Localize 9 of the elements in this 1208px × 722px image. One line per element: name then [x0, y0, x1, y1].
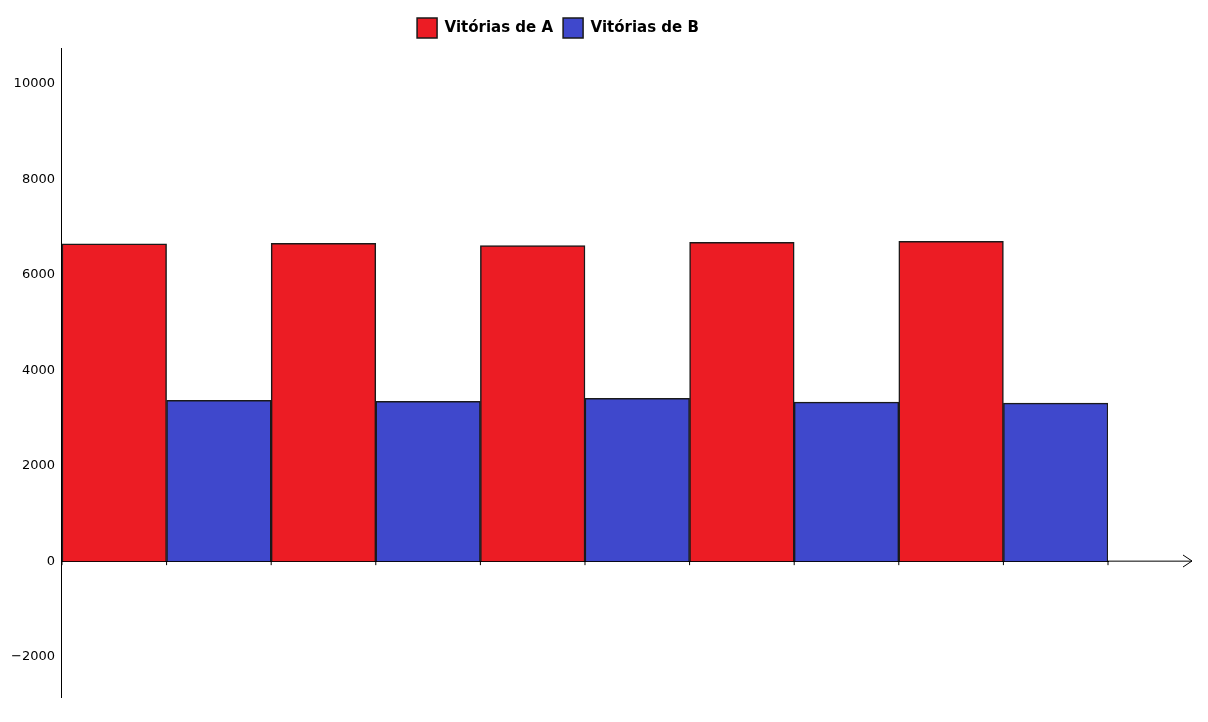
legend-label: Vitórias de B	[590, 17, 699, 36]
legend-label: Vitórias de A	[444, 17, 554, 36]
y-tick-label: 2000	[21, 457, 55, 473]
y-tick-label: 8000	[21, 170, 55, 186]
y-tick-label: −2000	[10, 648, 55, 663]
y-tick-label: 0	[46, 552, 55, 568]
y-tick-label: 4000	[21, 361, 55, 377]
y-tick-label: 6000	[21, 266, 55, 282]
y-tick-label: 10000	[13, 75, 55, 91]
